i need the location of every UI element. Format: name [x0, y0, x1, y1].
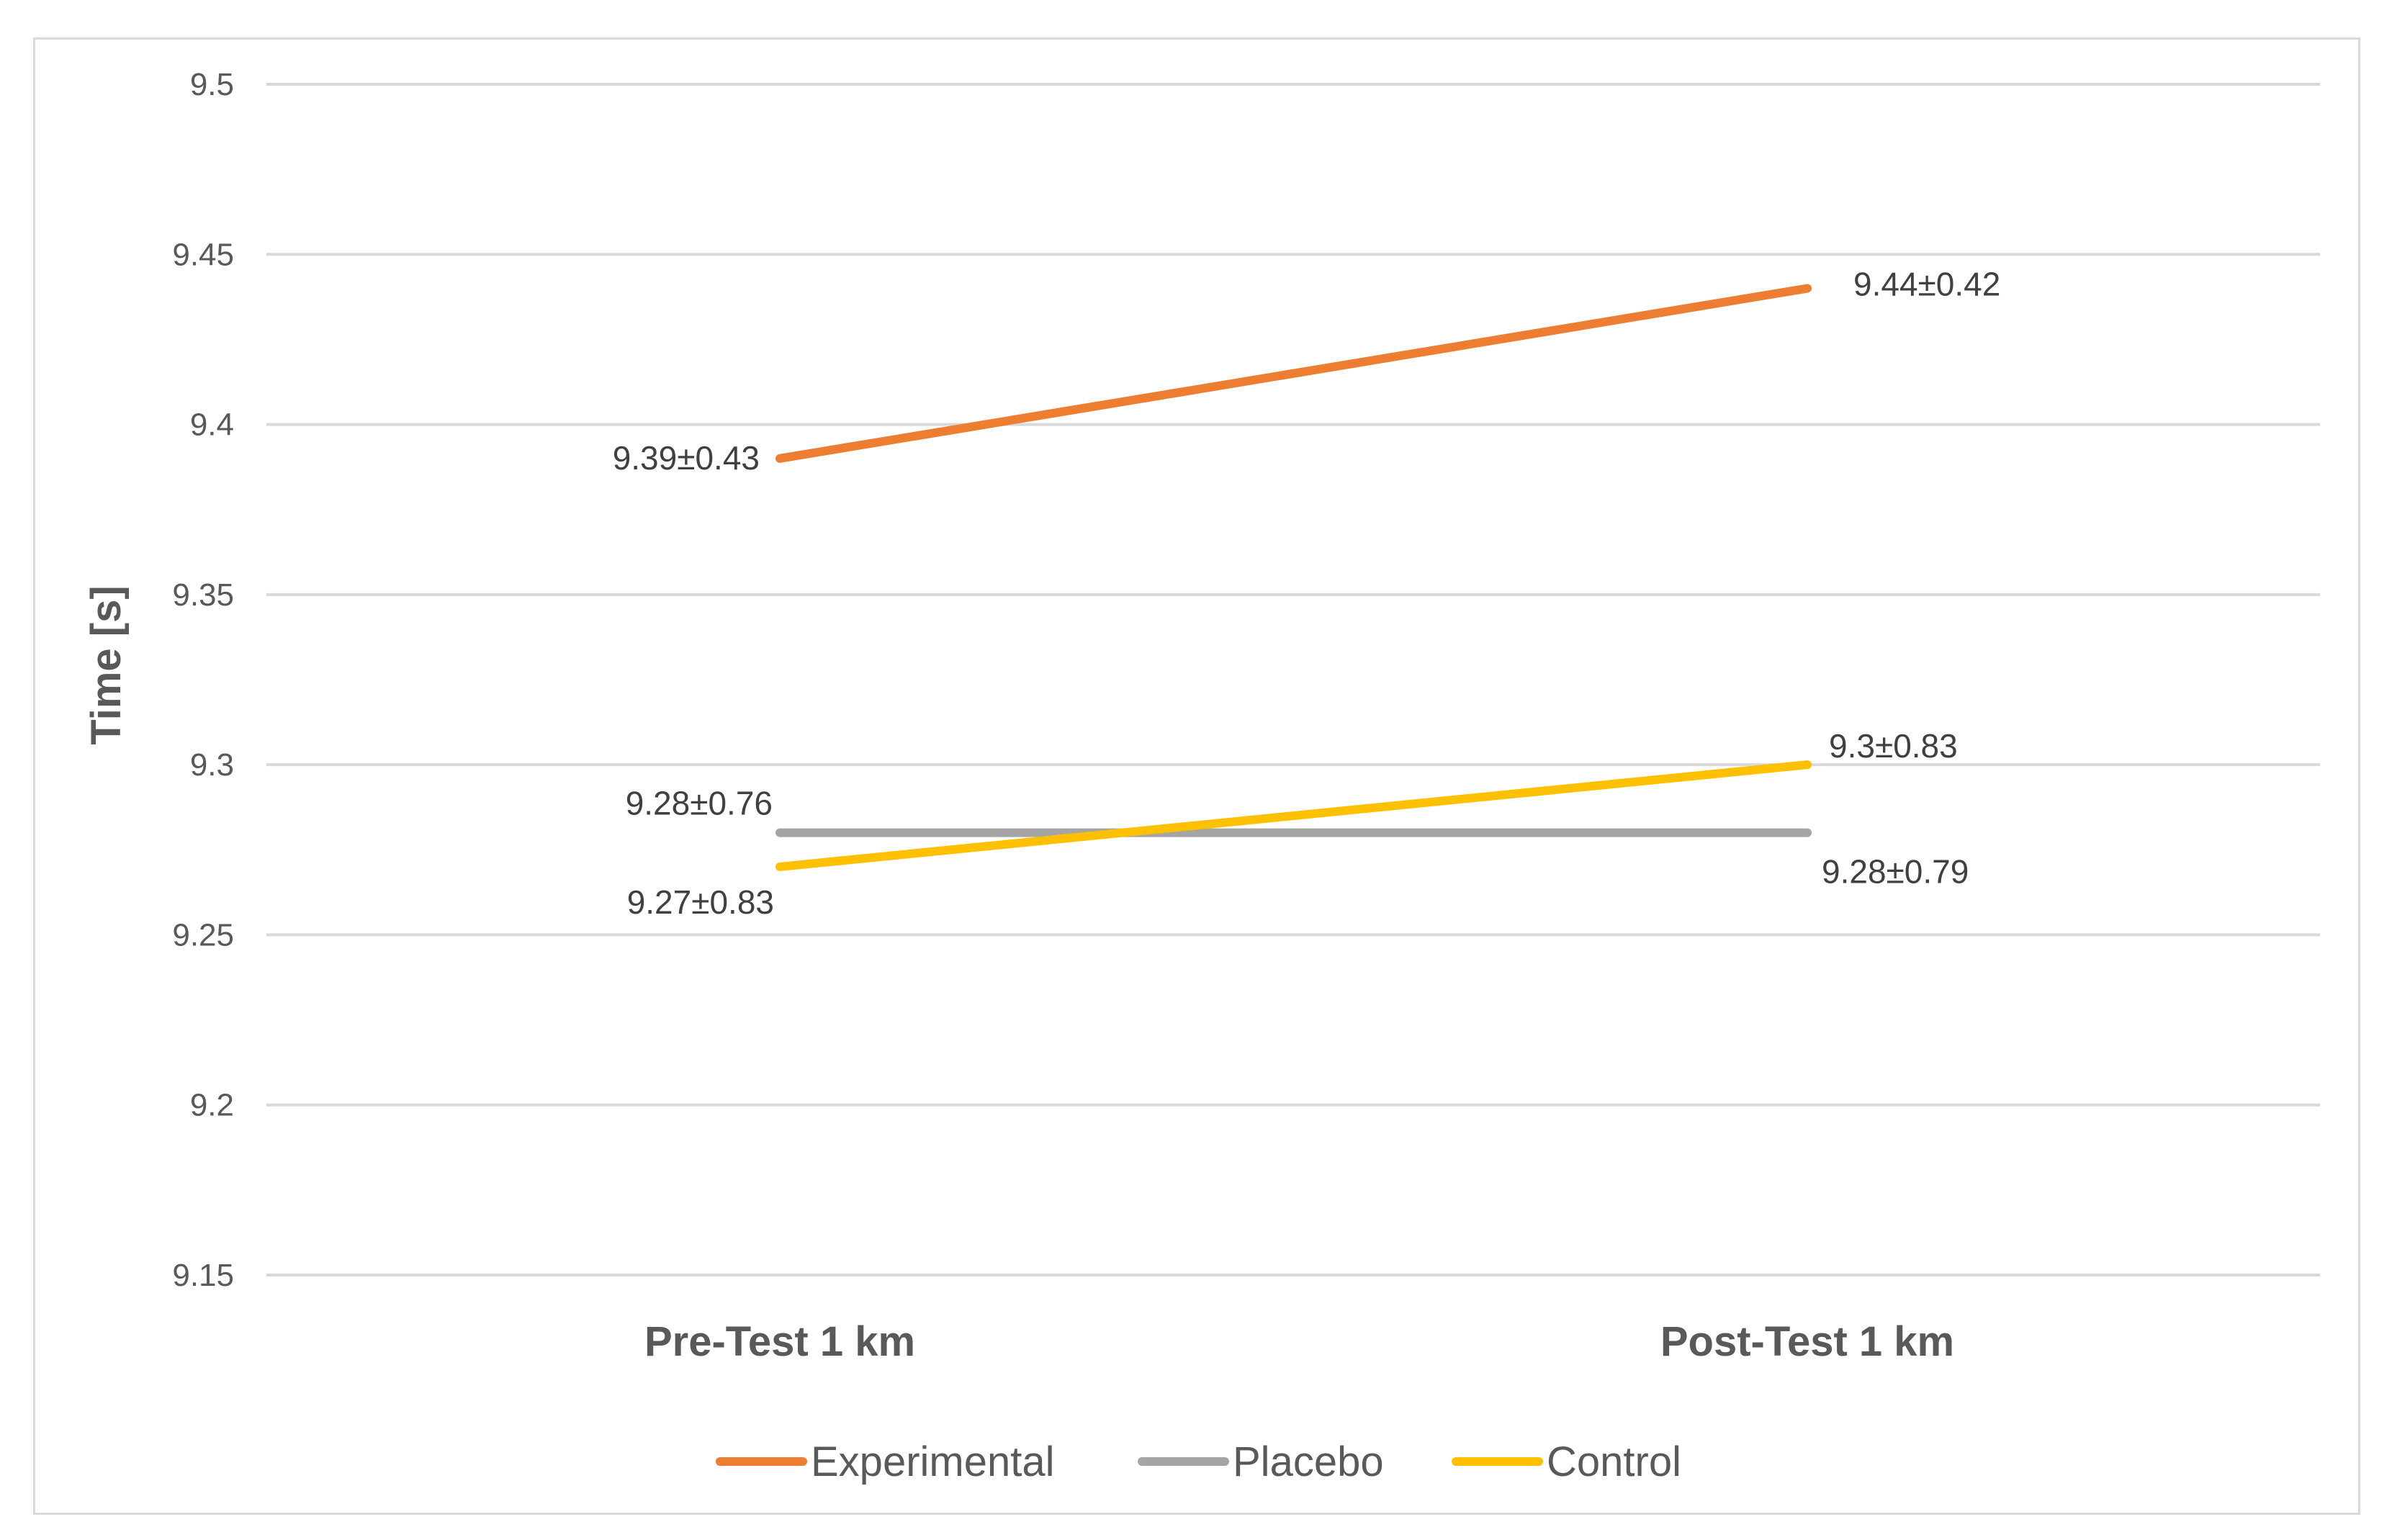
- series-line-experimental: [775, 284, 1812, 463]
- y-axis-label: Time [s]: [83, 585, 130, 744]
- legend-label-experimental: Experimental: [811, 1438, 1054, 1485]
- x-category-label: Pre-Test 1 km: [644, 1318, 915, 1365]
- data-label-placebo: 9.28±0.79: [1822, 853, 1969, 891]
- data-labels: 9.39±0.43 9.44±0.42 9.28±0.76 9.28±0.79 9.27…: [613, 266, 2001, 921]
- data-label-experimental: 9.39±0.43: [613, 439, 760, 477]
- y-tick-labels: 9.5 9.45 9.4 9.35 9.3 9.25 9.2 9.15: [172, 67, 234, 1293]
- legend-label-placebo: Placebo: [1233, 1438, 1384, 1485]
- y-tick-label: 9.45: [172, 237, 234, 272]
- legend: Experimental Placebo Control: [716, 1438, 1681, 1485]
- x-category-label: Post-Test 1 km: [1660, 1318, 1954, 1365]
- chart-frame: [33, 37, 2360, 1515]
- y-tick-label: 9.15: [172, 1258, 234, 1293]
- x-category-labels: Pre-Test 1 km Post-Test 1 km: [644, 1318, 1954, 1365]
- y-tick-label: 9.3: [190, 747, 234, 783]
- y-tick-label: 9.25: [172, 917, 234, 953]
- data-label-experimental: 9.44±0.42: [1853, 266, 2000, 303]
- gridlines: [266, 83, 2320, 1276]
- series-line-control: [775, 760, 1812, 871]
- y-tick-label: 9.5: [190, 67, 234, 102]
- data-label-control: 9.3±0.83: [1829, 727, 1958, 765]
- y-tick-label: 9.4: [190, 407, 234, 443]
- y-tick-label: 9.2: [190, 1088, 234, 1123]
- data-label-placebo: 9.28±0.76: [626, 785, 773, 822]
- legend-label-control: Control: [1547, 1438, 1681, 1485]
- series-lines: [775, 284, 1812, 871]
- y-tick-label: 9.35: [172, 577, 234, 613]
- data-label-control: 9.27±0.83: [627, 883, 774, 921]
